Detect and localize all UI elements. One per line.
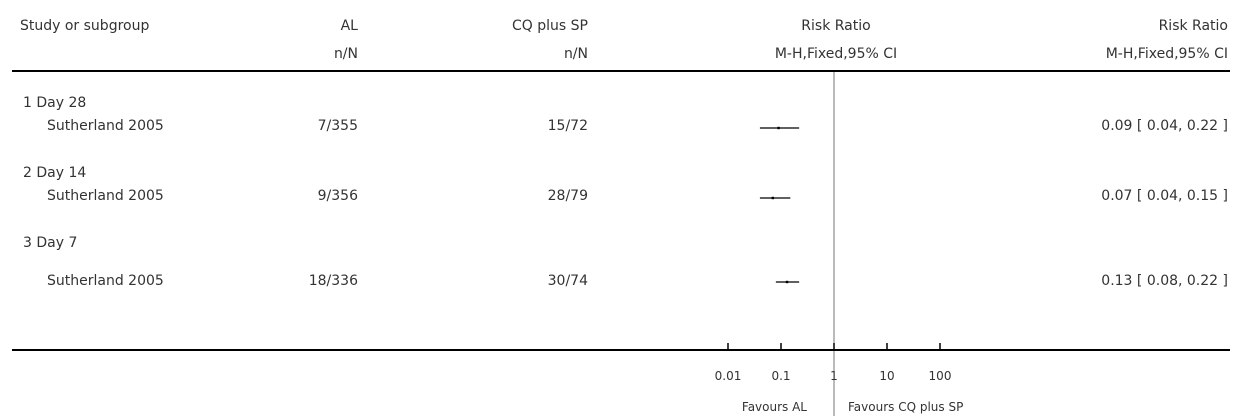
point-estimate-2 (771, 196, 774, 200)
header-study: Study or subgroup (20, 18, 150, 34)
header-rr-plot: Risk Ratio (801, 18, 871, 34)
subgroup-label-3: 3 Day 7 (23, 235, 78, 251)
subgroup-label-2: 2 Day 14 (23, 165, 87, 181)
header-divider (12, 70, 1230, 72)
point-estimate-3 (785, 280, 789, 284)
point-estimate-1 (777, 126, 780, 130)
axis-tick-label-2: 0.1 (771, 369, 790, 383)
study-name-1: Sutherland 2005 (47, 118, 164, 134)
favours-left-label: Favours AL (741, 400, 807, 414)
header-al-sub: n/N (333, 46, 358, 62)
header-rr-text-sub: M-H,Fixed,95% CI (1105, 46, 1228, 62)
header-cq-sub: n/N (563, 46, 588, 62)
axis-tick-label-1: 0.01 (715, 369, 742, 383)
favours-right-label: Favours CQ plus SP (848, 400, 964, 414)
cq-count-3: 30/74 (547, 273, 588, 289)
subgroup-label-1: 1 Day 28 (23, 95, 87, 111)
footer-divider (12, 349, 1230, 351)
rr-text-1: 0.09 [ 0.04, 0.22 ] (1101, 118, 1228, 134)
rr-text-2: 0.07 [ 0.04, 0.15 ] (1101, 188, 1228, 204)
header-rr-text: Risk Ratio (1158, 18, 1228, 34)
al-count-3: 18/336 (308, 273, 358, 289)
al-count-2: 9/356 (317, 188, 358, 204)
rr-text-3: 0.13 [ 0.08, 0.22 ] (1101, 273, 1228, 289)
cq-count-1: 15/72 (547, 118, 588, 134)
axis-tick-label-3: 1 (830, 369, 838, 383)
axis-tick-label-4: 10 (879, 369, 894, 383)
header-rr-plot-sub: M-H,Fixed,95% CI (774, 46, 898, 62)
header-cq: CQ plus SP (512, 18, 588, 34)
cq-count-2: 28/79 (547, 188, 588, 204)
study-name-2: Sutherland 2005 (47, 188, 164, 204)
header-al: AL (340, 18, 358, 34)
al-count-1: 7/355 (317, 118, 358, 134)
axis-tick-label-5: 100 (929, 369, 952, 383)
study-name-3: Sutherland 2005 (47, 273, 164, 289)
